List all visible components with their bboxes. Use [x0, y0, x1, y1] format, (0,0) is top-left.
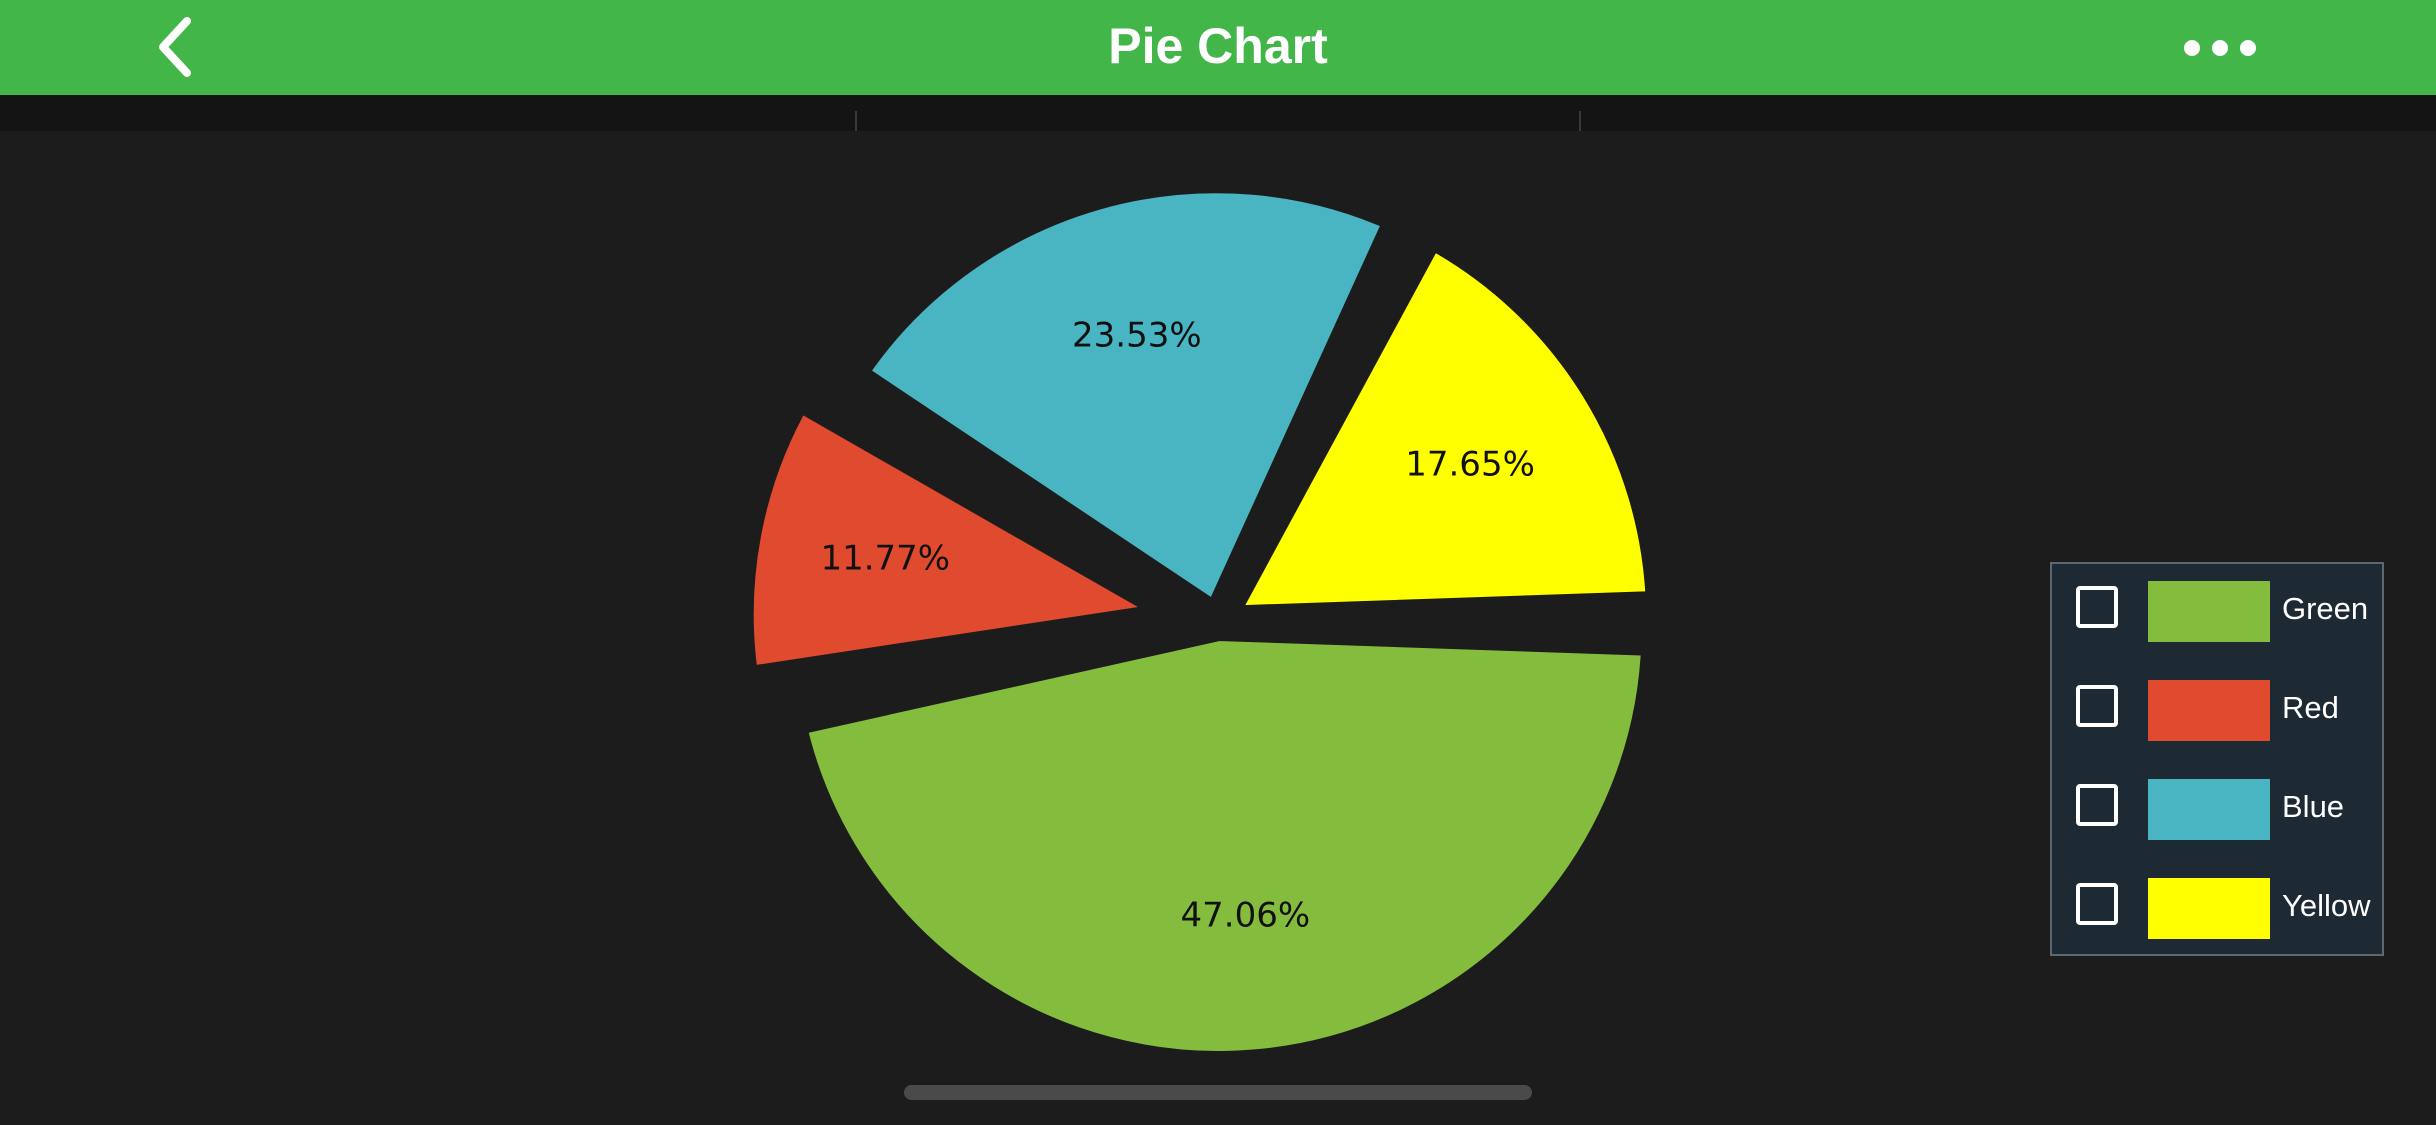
strip-divider	[1579, 111, 1581, 131]
pie-slice-yellow[interactable]	[1200, 217, 1673, 633]
legend-label: Red	[2282, 690, 2339, 725]
slice-label-yellow: 17.65%	[1405, 444, 1535, 484]
pie-chart: 47.06% 11.77% 23.53% 17.65%	[727, 167, 1673, 1077]
legend-checkbox[interactable]	[2076, 685, 2118, 727]
ellipsis-icon	[2184, 40, 2256, 56]
legend-item-red[interactable]: Red	[2052, 663, 2386, 762]
home-indicator	[904, 1085, 1532, 1100]
legend-swatch	[2148, 878, 2270, 939]
legend-checkbox[interactable]	[2076, 784, 2118, 826]
slice-label-red: 11.77%	[820, 538, 950, 578]
legend-label: Blue	[2282, 789, 2345, 824]
legend-item-blue[interactable]: Blue	[2052, 762, 2386, 861]
navigation-bar: Pie Chart	[0, 0, 2436, 95]
legend-label: Yellow	[2282, 888, 2371, 923]
back-button[interactable]	[140, 12, 210, 82]
slice-label-green: 47.06%	[1181, 896, 1311, 936]
legend-swatch	[2148, 680, 2270, 741]
legend-checkbox[interactable]	[2076, 883, 2118, 925]
pie-slice-green[interactable]	[777, 614, 1668, 1077]
legend-item-yellow[interactable]: Yellow	[2052, 861, 2386, 960]
pie-slice-red[interactable]	[727, 379, 1216, 695]
slice-label-blue: 23.53%	[1072, 315, 1202, 355]
chart-area: 47.06% 11.77% 23.53% 17.65% Green Red Blue Yel…	[0, 131, 2436, 1125]
legend-label: Green	[2282, 591, 2369, 626]
legend-checkbox[interactable]	[2076, 586, 2118, 628]
more-button[interactable]	[2180, 20, 2260, 76]
strip-divider	[855, 111, 857, 131]
pie-slice-blue[interactable]	[835, 167, 1415, 636]
chevron-left-icon	[159, 17, 191, 77]
segment-strip	[0, 95, 2436, 131]
legend-swatch	[2148, 581, 2270, 642]
legend-item-green[interactable]: Green	[2052, 564, 2386, 663]
legend-swatch	[2148, 779, 2270, 840]
chart-legend: Green Red Blue Yellow	[2050, 562, 2384, 956]
page-title: Pie Chart	[1108, 18, 1328, 74]
